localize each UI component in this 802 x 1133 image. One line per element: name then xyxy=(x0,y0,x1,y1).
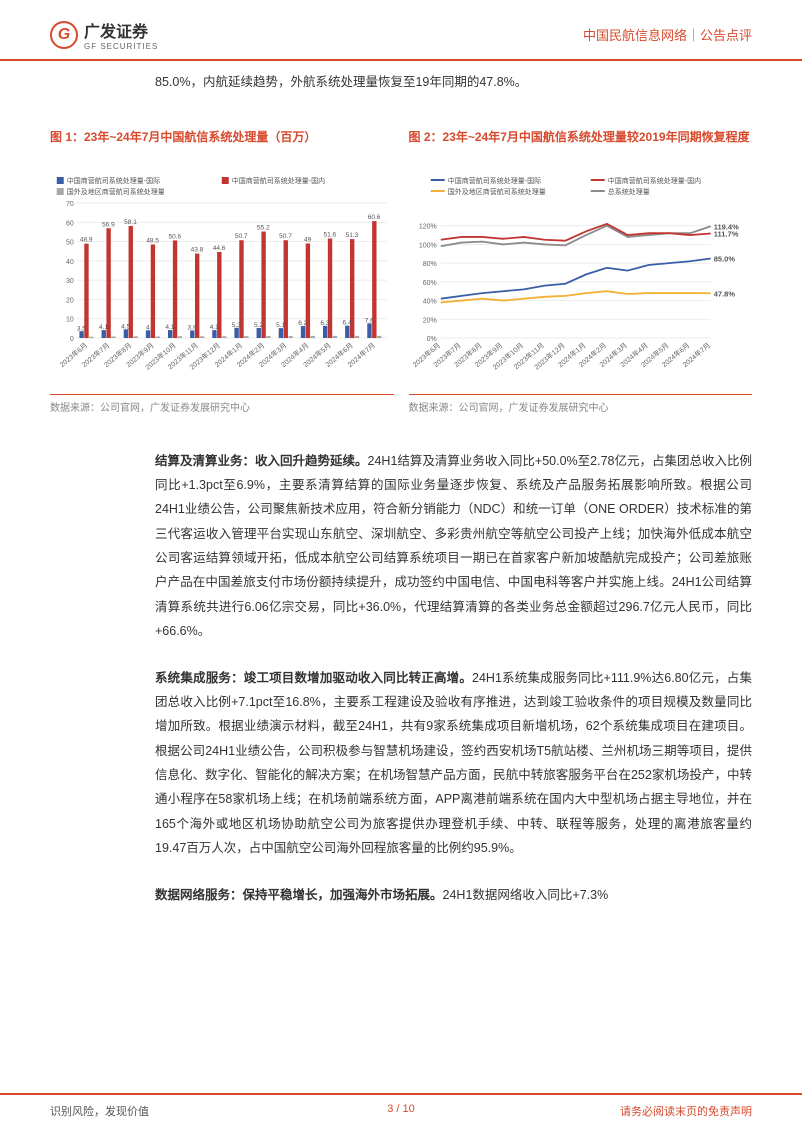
intro-text: 85.0%，内航延续趋势，外航系统处理量恢复至19年同期的47.8%。 xyxy=(155,71,752,94)
body-section: 结算及清算业务：收入回升趋势延续。24H1结算及清算业务收入同比+50.0%至2… xyxy=(50,449,752,907)
svg-text:60%: 60% xyxy=(422,279,436,286)
svg-text:120%: 120% xyxy=(418,223,436,230)
svg-text:43.8: 43.8 xyxy=(191,246,204,253)
logo: G 广发证券 GF SECURITIES xyxy=(50,18,158,51)
para2: 系统集成服务：竣工项目数增加驱动收入同比转正高增。24H1系统集成服务同比+11… xyxy=(155,666,752,861)
footer-left: 识别风险，发现价值 xyxy=(50,1103,149,1119)
svg-text:4: 4 xyxy=(146,324,150,331)
svg-text:7.6: 7.6 xyxy=(365,317,374,324)
svg-text:10: 10 xyxy=(66,316,74,323)
svg-text:60: 60 xyxy=(66,220,74,227)
svg-text:58.1: 58.1 xyxy=(124,218,137,225)
svg-text:0%: 0% xyxy=(426,336,436,343)
logo-mark-icon: G xyxy=(50,21,78,49)
page-header: G 广发证券 GF SECURITIES 中国民航信息网络｜公告点评 xyxy=(0,0,802,61)
para1-body: 24H1结算及清算业务收入同比+50.0%至2.78亿元，占集团总收入比例同比+… xyxy=(155,454,752,639)
chart1-source: 数据来源：公司官网，广发证券发展研究中心 xyxy=(50,394,394,414)
svg-text:85.0%: 85.0% xyxy=(713,254,735,263)
logo-text-en: GF SECURITIES xyxy=(84,42,158,51)
svg-text:40: 40 xyxy=(66,258,74,265)
svg-text:51.6: 51.6 xyxy=(323,231,336,238)
svg-text:6.4: 6.4 xyxy=(343,319,352,326)
svg-text:48.5: 48.5 xyxy=(146,237,159,244)
content-area: 85.0%，内航延续趋势，外航系统处理量恢复至19年同期的47.8%。 图 1：… xyxy=(0,61,802,907)
svg-text:48.9: 48.9 xyxy=(80,236,93,243)
chart2-block: 图 2：23年~24年7月中国航信系统处理量较2019年同期恢复程度 中国商营航… xyxy=(409,129,753,414)
svg-text:3.9: 3.9 xyxy=(188,324,197,331)
charts-row: 图 1：23年~24年7月中国航信系统处理量（百万） 中国商营航司系统处理量-国… xyxy=(50,129,752,414)
svg-text:4.1: 4.1 xyxy=(99,324,108,331)
chart1-title: 图 1：23年~24年7月中国航信系统处理量（百万） xyxy=(50,129,394,163)
svg-text:20%: 20% xyxy=(422,317,436,324)
svg-text:55.2: 55.2 xyxy=(257,224,270,231)
chart2-source: 数据来源：公司官网，广发证券发展研究中心 xyxy=(409,394,753,414)
svg-text:中国商营航司系统处理量-国内: 中国商营航司系统处理量-国内 xyxy=(607,176,700,185)
svg-text:6.3: 6.3 xyxy=(320,319,329,326)
svg-text:20: 20 xyxy=(66,297,74,304)
svg-text:50.7: 50.7 xyxy=(279,233,292,240)
svg-text:50: 50 xyxy=(66,239,74,246)
svg-text:中国商营航司系统处理量-国际: 中国商营航司系统处理量-国际 xyxy=(447,176,540,185)
page-footer: 识别风险，发现价值 3 / 10 请务必阅读末页的免责声明 xyxy=(0,1093,802,1133)
svg-text:5.2: 5.2 xyxy=(254,321,263,328)
svg-text:0: 0 xyxy=(70,336,74,343)
svg-text:47.8%: 47.8% xyxy=(713,289,735,298)
svg-text:总系统处理量: 总系统处理量 xyxy=(607,187,649,196)
svg-text:中国商营航司系统处理量-国际: 中国商营航司系统处理量-国际 xyxy=(67,176,160,185)
chart1-block: 图 1：23年~24年7月中国航信系统处理量（百万） 中国商营航司系统处理量-国… xyxy=(50,129,394,414)
svg-text:40%: 40% xyxy=(422,298,436,305)
svg-text:30: 30 xyxy=(66,278,74,285)
para2-head: 系统集成服务：竣工项目数增加驱动收入同比转正高增。 xyxy=(155,671,472,685)
logo-text-cn: 广发证券 xyxy=(84,18,158,42)
svg-text:3.5: 3.5 xyxy=(77,325,86,332)
chart2-svg: 中国商营航司系统处理量-国际 中国商营航司系统处理量-国内国外及地区商营航司系统处… xyxy=(409,173,753,388)
svg-text:5.1: 5.1 xyxy=(276,322,285,329)
svg-text:国外及地区商营航司系统处理量: 国外及地区商营航司系统处理量 xyxy=(447,187,545,196)
header-right-label: 中国民航信息网络｜公告点评 xyxy=(583,25,752,44)
para3-head: 数据网络服务：保持平稳增长，加强海外市场拓展。 xyxy=(155,888,443,902)
svg-text:56.9: 56.9 xyxy=(102,221,115,228)
svg-text:50.6: 50.6 xyxy=(168,233,181,240)
chart2-title: 图 2：23年~24年7月中国航信系统处理量较2019年同期恢复程度 xyxy=(409,129,753,163)
svg-text:111.7%: 111.7% xyxy=(713,229,738,238)
svg-text:4.1: 4.1 xyxy=(165,324,174,331)
svg-text:4.1: 4.1 xyxy=(210,324,219,331)
svg-text:51.3: 51.3 xyxy=(346,232,359,239)
para1: 结算及清算业务：收入回升趋势延续。24H1结算及清算业务收入同比+50.0%至2… xyxy=(155,449,752,644)
svg-text:100%: 100% xyxy=(418,242,436,249)
svg-text:中国商营航司系统处理量-国内: 中国商营航司系统处理量-国内 xyxy=(232,176,325,185)
svg-text:44.6: 44.6 xyxy=(213,244,226,251)
chart2-area: 中国商营航司系统处理量-国际 中国商营航司系统处理量-国内国外及地区商营航司系统处… xyxy=(409,173,753,388)
svg-text:国外及地区商营航司系统处理量: 国外及地区商营航司系统处理量 xyxy=(67,187,165,196)
svg-text:4.5: 4.5 xyxy=(121,323,130,330)
svg-text:6.2: 6.2 xyxy=(298,320,307,327)
chart1-area: 中国商营航司系统处理量-国际 中国商营航司系统处理量-国内国外及地区商营航司系统处… xyxy=(50,173,394,388)
svg-text:70: 70 xyxy=(66,201,74,208)
svg-text:60.6: 60.6 xyxy=(368,214,381,221)
svg-text:49: 49 xyxy=(304,236,312,243)
svg-text:80%: 80% xyxy=(422,261,436,268)
para3-body: 24H1数据网络收入同比+7.3% xyxy=(443,888,609,902)
para3: 数据网络服务：保持平稳增长，加强海外市场拓展。24H1数据网络收入同比+7.3% xyxy=(155,883,752,907)
para1-head: 结算及清算业务：收入回升趋势延续。 xyxy=(155,454,368,468)
svg-text:5.3: 5.3 xyxy=(232,321,241,328)
footer-right: 请务必阅读末页的免责声明 xyxy=(620,1103,752,1119)
page-number: 3 / 10 xyxy=(387,1103,415,1115)
chart1-svg: 中国商营航司系统处理量-国际 中国商营航司系统处理量-国内国外及地区商营航司系统处… xyxy=(50,173,394,388)
para2-body: 24H1系统集成服务同比+111.9%达6.80亿元，占集团总收入比例+7.1p… xyxy=(155,671,752,856)
svg-text:50.7: 50.7 xyxy=(235,233,248,240)
